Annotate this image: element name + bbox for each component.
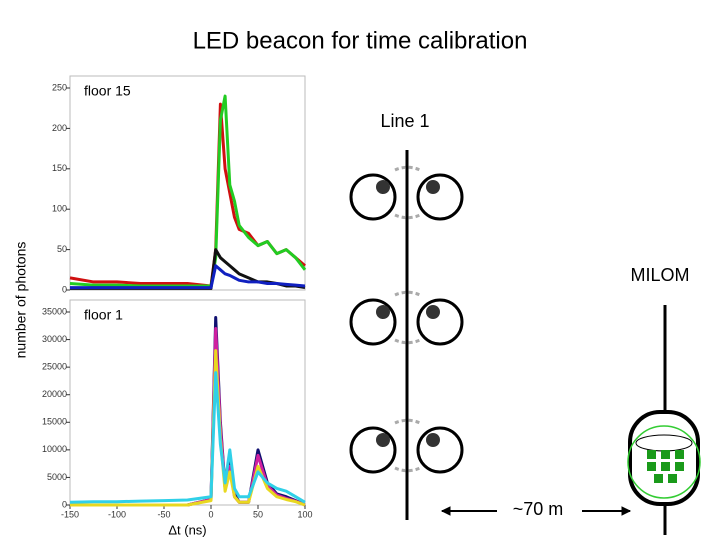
panel-title: floor 1 bbox=[84, 307, 123, 323]
y-tick-label: 200 bbox=[52, 123, 67, 133]
y-tick-label: 0 bbox=[62, 284, 67, 294]
y-tick-label: 250 bbox=[52, 82, 67, 92]
x-tick-label: 100 bbox=[297, 509, 312, 519]
milom-label: MILOM bbox=[630, 265, 689, 285]
y-tick-label: 10000 bbox=[42, 444, 67, 454]
y-tick-label: 25000 bbox=[42, 362, 67, 372]
series-line bbox=[70, 264, 306, 290]
series-line bbox=[69, 371, 306, 504]
x-tick-label: -50 bbox=[157, 509, 170, 519]
y-tick-label: 30000 bbox=[42, 334, 67, 344]
y-tick-label: 150 bbox=[52, 163, 67, 173]
series-line bbox=[70, 349, 306, 507]
milom bbox=[627, 305, 701, 535]
y-tick-label: 35000 bbox=[42, 306, 67, 316]
x-tick-label: 0 bbox=[208, 509, 213, 519]
plot-frame bbox=[69, 75, 306, 291]
x-axis-label: Δt (ns) bbox=[168, 522, 206, 537]
panel-title: floor 15 bbox=[84, 83, 131, 99]
x-tick-label: 50 bbox=[253, 509, 263, 519]
detector-line bbox=[349, 150, 632, 520]
y-tick-label: 20000 bbox=[42, 389, 67, 399]
y-tick-label: 15000 bbox=[42, 417, 67, 427]
x-tick-label: -150 bbox=[61, 509, 79, 519]
y-tick-label: 0 bbox=[62, 499, 67, 509]
y-tick-label: 5000 bbox=[47, 472, 67, 482]
distance-label: ~70 m bbox=[513, 499, 564, 519]
slide-title: LED beacon for time calibration bbox=[193, 27, 528, 54]
y-tick-label: 100 bbox=[52, 204, 67, 214]
x-tick-label: -100 bbox=[108, 509, 126, 519]
y-axis-label: number of photons bbox=[13, 242, 29, 359]
plot-frame bbox=[69, 299, 306, 506]
series-line bbox=[69, 94, 307, 288]
y-tick-label: 50 bbox=[57, 244, 67, 254]
line-label: Line 1 bbox=[380, 111, 429, 131]
